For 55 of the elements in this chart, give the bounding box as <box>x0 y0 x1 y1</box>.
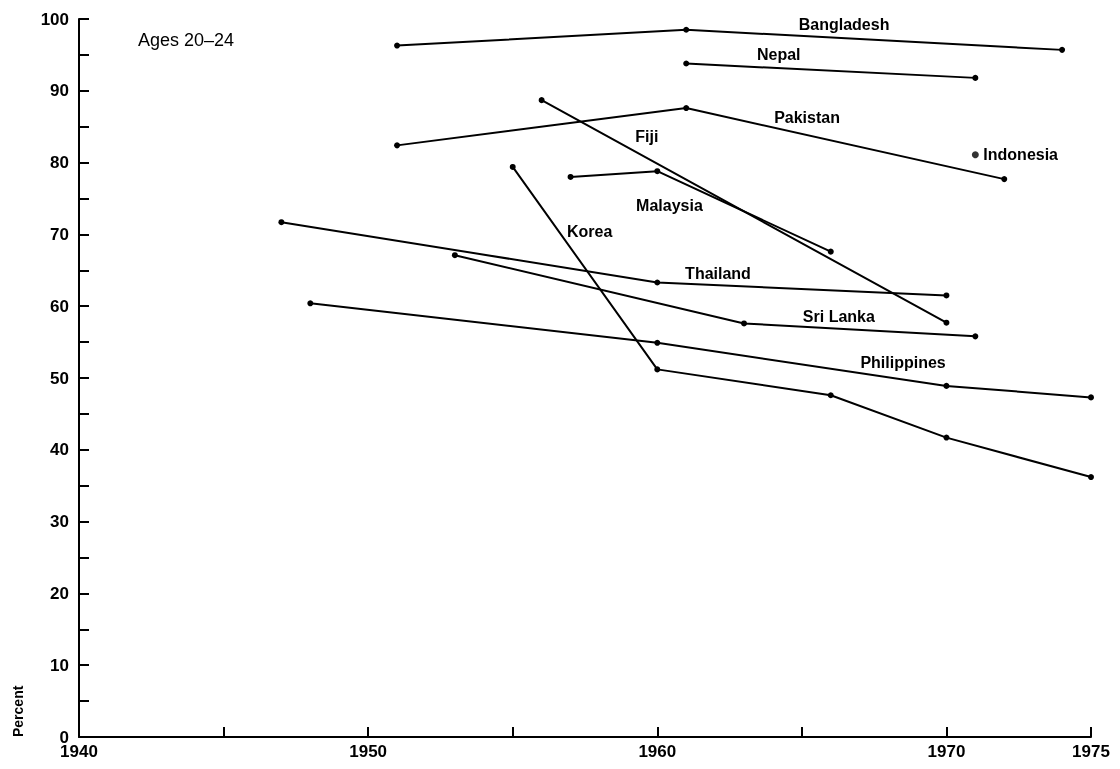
x-tick-label: 1975 <box>1072 742 1110 761</box>
point <box>509 163 516 170</box>
point <box>1088 394 1094 401</box>
point <box>538 97 545 104</box>
y-tick-label: 70 <box>50 224 69 244</box>
point <box>654 339 661 346</box>
series-label: Indonesia <box>983 146 1059 164</box>
y-axis-title: Percent <box>10 685 26 737</box>
series-label: Bangladesh <box>798 15 890 33</box>
point <box>943 434 950 441</box>
point <box>394 142 401 149</box>
point <box>1088 474 1094 481</box>
point <box>1059 46 1066 53</box>
x-tick-label: 1970 <box>927 742 966 761</box>
y-tick-label: 90 <box>50 81 69 101</box>
series-label: Malaysia <box>636 197 703 215</box>
y-tick-label: 10 <box>50 655 69 675</box>
point <box>683 105 690 112</box>
point <box>1001 176 1008 183</box>
point <box>278 219 285 226</box>
point <box>971 151 979 159</box>
point <box>972 74 979 81</box>
x-tick-label: 1960 <box>638 742 677 761</box>
series-label: Korea <box>566 223 613 241</box>
point <box>827 392 834 399</box>
y-tick-label: 80 <box>50 153 69 173</box>
annotation: Ages 20–24 <box>138 30 235 50</box>
point <box>741 320 748 327</box>
point <box>943 382 950 389</box>
point <box>943 319 950 326</box>
point <box>394 42 401 49</box>
y-tick-label: 60 <box>50 296 69 316</box>
y-tick-label: 50 <box>50 368 69 388</box>
y-tick-label: 40 <box>50 440 69 460</box>
point <box>307 300 314 307</box>
point <box>972 333 979 340</box>
series-label: Nepal <box>756 45 801 63</box>
point <box>827 248 834 255</box>
point <box>451 252 458 259</box>
point <box>654 366 661 373</box>
point <box>683 60 690 67</box>
y-tick-label: 30 <box>50 512 69 532</box>
point <box>654 168 661 175</box>
series-label: Sri Lanka <box>802 308 875 326</box>
x-tick-label: 1940 <box>60 742 98 761</box>
series-label: Philippines <box>860 353 946 371</box>
y-tick-label: 20 <box>50 583 69 603</box>
series-label: Thailand <box>685 264 751 282</box>
point <box>943 292 950 299</box>
y-tick-label: 100 <box>40 9 69 29</box>
point <box>683 26 690 33</box>
series-label: Fiji <box>635 127 659 145</box>
series-label: Pakistan <box>774 108 840 126</box>
x-tick-label: 1950 <box>349 742 388 761</box>
point <box>567 173 574 180</box>
